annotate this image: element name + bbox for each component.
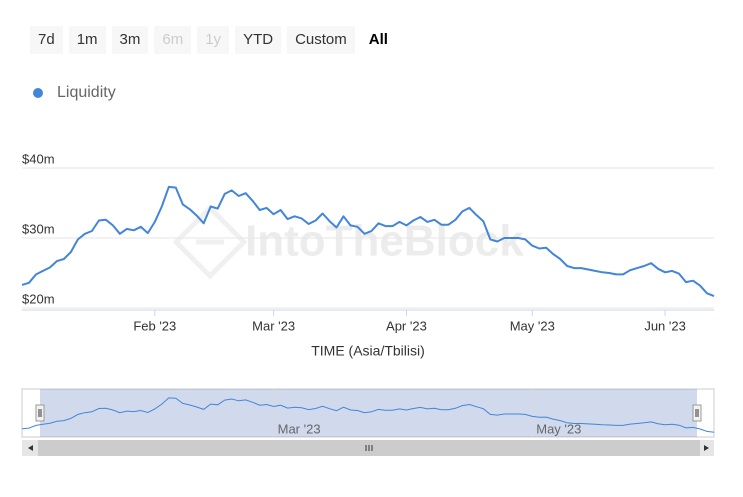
- range-button[interactable]: 1m: [68, 26, 106, 54]
- x-tick-label: Mar '23: [252, 318, 295, 333]
- x-tick-label: May '23: [510, 318, 555, 333]
- navigator-selection[interactable]: [40, 389, 697, 437]
- x-axis-title: TIME (Asia/Tbilisi): [311, 343, 425, 359]
- watermark-logo: [172, 204, 248, 280]
- navigator-frame: [21, 388, 715, 438]
- range-button[interactable]: 3m: [111, 26, 149, 54]
- navigator-handle-left[interactable]: [35, 404, 45, 422]
- x-tick-label: Apr '23: [386, 318, 427, 333]
- range-button[interactable]: YTD: [235, 26, 282, 54]
- legend-marker: [33, 88, 43, 98]
- navigator-label: Mar '23: [278, 421, 321, 436]
- y-tick-label: $20m: [22, 291, 55, 306]
- y-tick-label: $40m: [22, 151, 55, 166]
- line-series: [21, 185, 715, 298]
- navigator-handle-right[interactable]: [692, 404, 702, 422]
- range-button[interactable]: All: [360, 26, 396, 54]
- scrollbar-left-button[interactable]: [22, 440, 38, 456]
- navigator: Mar '23 May '23: [21, 389, 715, 437]
- range-button[interactable]: Custom: [287, 26, 355, 54]
- range-button: 6m: [154, 26, 192, 54]
- scrollbar-grip: [365, 445, 373, 451]
- navigator-label: May '23: [536, 421, 581, 436]
- range-button: 1y: [197, 26, 230, 54]
- legend-label[interactable]: Liquidity: [57, 84, 116, 101]
- y-tick-label: $30m: [22, 221, 55, 236]
- scrollbar-right-button[interactable]: [700, 440, 714, 456]
- navigator-series: [21, 397, 715, 433]
- watermark: IntoTheBlock: [245, 217, 524, 266]
- x-tick-label: Jun '23: [644, 318, 686, 333]
- range-button[interactable]: 7d: [30, 26, 63, 54]
- range-selector: 7d 1m 3m 6m 1y YTD Custom All: [30, 26, 396, 54]
- x-tick-label: Feb '23: [133, 318, 176, 333]
